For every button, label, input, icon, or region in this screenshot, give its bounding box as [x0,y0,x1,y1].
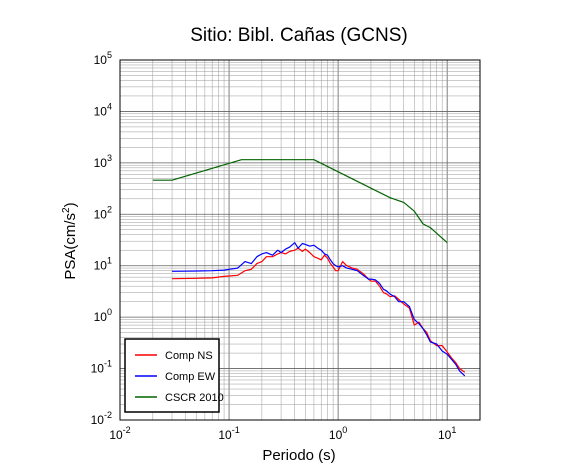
y-axis-label-superscript: 2 [61,207,72,213]
y-tick-label: 104 [94,101,112,118]
series-line-comp-ew [171,242,466,377]
legend-label: CSCR 2010 [165,392,224,404]
x-axis-label: Periodo (s) [262,447,335,464]
legend: Comp NS Comp EW CSCR 2010 [124,338,224,413]
chart-title: Sitio: Bibl. Cañas (GCNS) [190,25,408,46]
y-tick-label: 100 [94,307,112,324]
y-tick-label: 101 [94,256,112,273]
series-lines [152,159,466,377]
y-tick-label: 10-1 [91,359,112,376]
y-tick-label: 102 [94,204,112,221]
series-line-cscr-2010 [152,159,448,244]
y-axis-label: PSA(cm/s2) [61,202,79,279]
y-tick-label: 10-2 [91,410,112,427]
x-tick-label: 10-1 [218,425,239,442]
x-tick-label: 101 [438,425,456,442]
x-tick-label: 10-2 [109,425,130,442]
tick-labels: 10-2 10-1 100 101 10-2 10-1 100 101 102 103 104 105 [91,50,457,442]
x-tick-label: 100 [329,425,347,442]
legend-label: Comp NS [165,350,213,362]
grid [119,59,481,421]
y-tick-label: 105 [94,50,112,67]
legend-label: Comp EW [165,371,216,383]
y-tick-label: 103 [94,153,112,170]
plot-frame [119,59,481,421]
